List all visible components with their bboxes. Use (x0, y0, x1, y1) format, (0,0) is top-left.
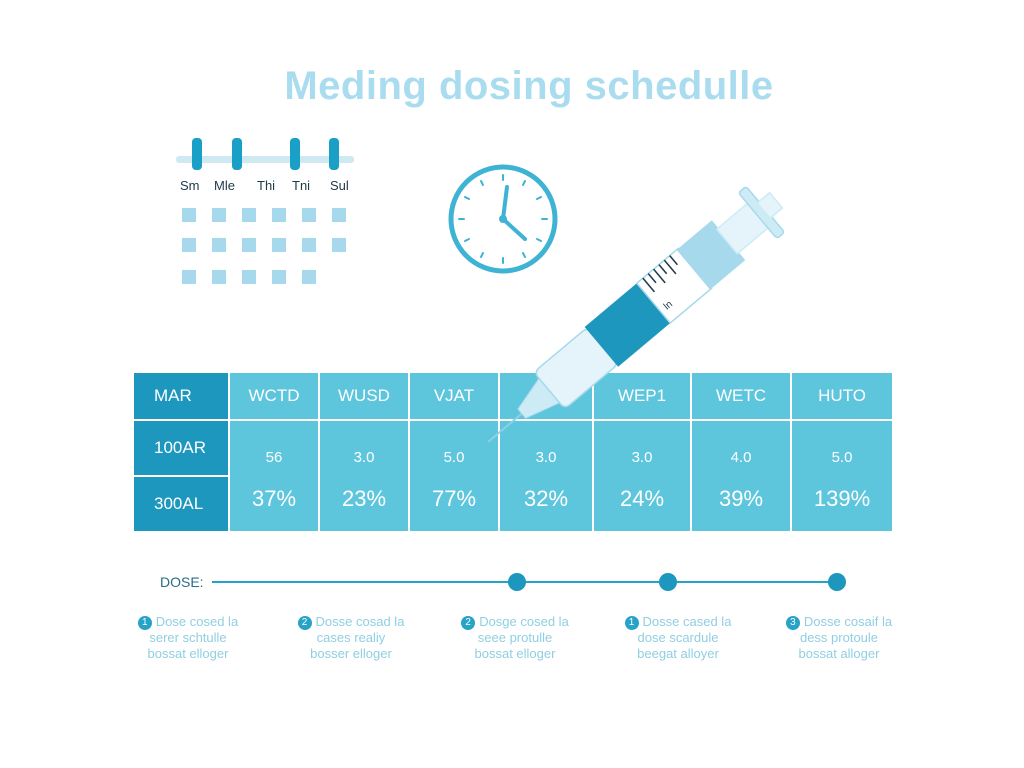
table-cell: 37% (251, 486, 297, 511)
calendar-cell (242, 238, 256, 252)
table-header-cell: WUSD (320, 373, 408, 419)
dose-note: 2 Dosse cosad la cases realiy bosser ello… (276, 614, 426, 662)
calendar-cell (182, 208, 196, 222)
calendar-cell (272, 238, 286, 252)
calendar-cell (212, 208, 226, 222)
table-column (500, 421, 592, 531)
table-header-cell: MAR (134, 373, 228, 419)
note-text: bossat elloger (147, 646, 229, 661)
calendar-ring (329, 138, 339, 170)
calendar-days: Sm Mle Thi Tni Sul (178, 178, 354, 194)
table-column (410, 421, 498, 531)
table-cell: 39% (718, 486, 764, 511)
calendar-cell (302, 238, 316, 252)
calendar-ring (290, 138, 300, 170)
table-column (692, 421, 790, 531)
calendar-cell (212, 270, 226, 284)
clock-icon (448, 164, 558, 274)
note-text: bossat elloger (474, 646, 556, 661)
calendar-bar (176, 156, 354, 163)
table-cell: 3.0 (631, 448, 653, 466)
note-number: 2 (297, 616, 312, 630)
calendar-cell (332, 208, 346, 222)
table-header-cell: WETC (692, 373, 790, 419)
table-cell: 139% (813, 486, 871, 511)
note-text: bossat alloger (798, 646, 880, 661)
table-cell: 3.0 (535, 448, 557, 466)
calendar-day: Tni (292, 178, 311, 193)
note-text: seee protulle (477, 630, 553, 645)
table-cell: 3.0 (353, 448, 375, 466)
note-number: 2 (461, 616, 476, 630)
calendar-cell (242, 208, 256, 222)
dose-note: 3 Dosse cosaif la dess protoule bossat al… (764, 614, 914, 662)
page-title: Meding dosing schedulle (284, 64, 774, 108)
dose-timeline (212, 581, 842, 583)
calendar-cell (272, 270, 286, 284)
table-header-cell: HUTO (792, 373, 892, 419)
calendar-cell (332, 238, 346, 252)
note-text: cases realiy (316, 630, 386, 645)
table-cell: 56 (265, 448, 283, 466)
calendar-day: Sul (330, 178, 349, 193)
table-column (230, 421, 318, 531)
dose-note: 2 Dosge cosed la seee protulle bossat ell… (440, 614, 590, 662)
syringe-icon: ln (487, 186, 785, 443)
calendar-cell (272, 208, 286, 222)
dose-marker (659, 573, 677, 591)
note-text: Dosse cosaif la (803, 614, 893, 629)
dose-note: 1 Dose cosed la serer schtulle bossat ell… (113, 614, 263, 662)
table-cell: 23% (341, 486, 387, 511)
note-text: Dosse cosad la (315, 614, 405, 629)
calendar-cell (182, 270, 196, 284)
table-header-cell: VJAT (410, 373, 498, 419)
note-text: beegat alloyer (637, 646, 719, 661)
calendar-ring (232, 138, 242, 170)
note-text: dose scardule (637, 630, 719, 645)
note-number: 3 (785, 616, 800, 630)
note-text: serer schtulle (149, 630, 227, 645)
calendar-day: Thi (257, 178, 276, 193)
note-text: bosser elloger (310, 646, 392, 661)
table-header-cell: WCTD (230, 373, 318, 419)
table-header-cell: WEP1 (594, 373, 690, 419)
dose-note: 1 Dosse cased la dose scardule beegat all… (603, 614, 753, 662)
table-cell: 24% (619, 486, 665, 511)
dosing-table: MAR WCTD WUSD VJAT WEP1 WETC HUTO 100AR … (134, 373, 892, 531)
table-cell: 5.0 (831, 448, 853, 466)
note-text: Dosge cosed la (479, 614, 569, 629)
calendar-cell (302, 270, 316, 284)
table-cell: 5.0 (443, 448, 465, 466)
dose-label: DOSE: (160, 574, 204, 590)
table-column (594, 421, 690, 531)
calendar-cell (242, 270, 256, 284)
table-column (320, 421, 408, 531)
table-row-label: 300AL (134, 477, 228, 531)
calendar-day: Mle (214, 178, 235, 193)
calendar-cell (302, 208, 316, 222)
table-cell: 77% (431, 486, 477, 511)
calendar-icon: Sm Mle Thi Tni Sul (176, 138, 356, 288)
table-cell: 4.0 (730, 448, 752, 466)
table-column (792, 421, 892, 531)
note-number: 1 (624, 616, 639, 630)
calendar-cell (182, 238, 196, 252)
note-text: Dose cosed la (155, 614, 239, 629)
note-text: Dosse cased la (642, 614, 732, 629)
table-cell: 32% (523, 486, 569, 511)
table-row-label: 100AR (134, 421, 228, 475)
note-number: 1 (137, 616, 152, 630)
dose-marker (508, 573, 526, 591)
calendar-day: Sm (180, 178, 200, 193)
dose-marker (828, 573, 846, 591)
calendar-cell (212, 238, 226, 252)
note-text: dess protoule (799, 630, 879, 645)
calendar-ring (192, 138, 202, 170)
